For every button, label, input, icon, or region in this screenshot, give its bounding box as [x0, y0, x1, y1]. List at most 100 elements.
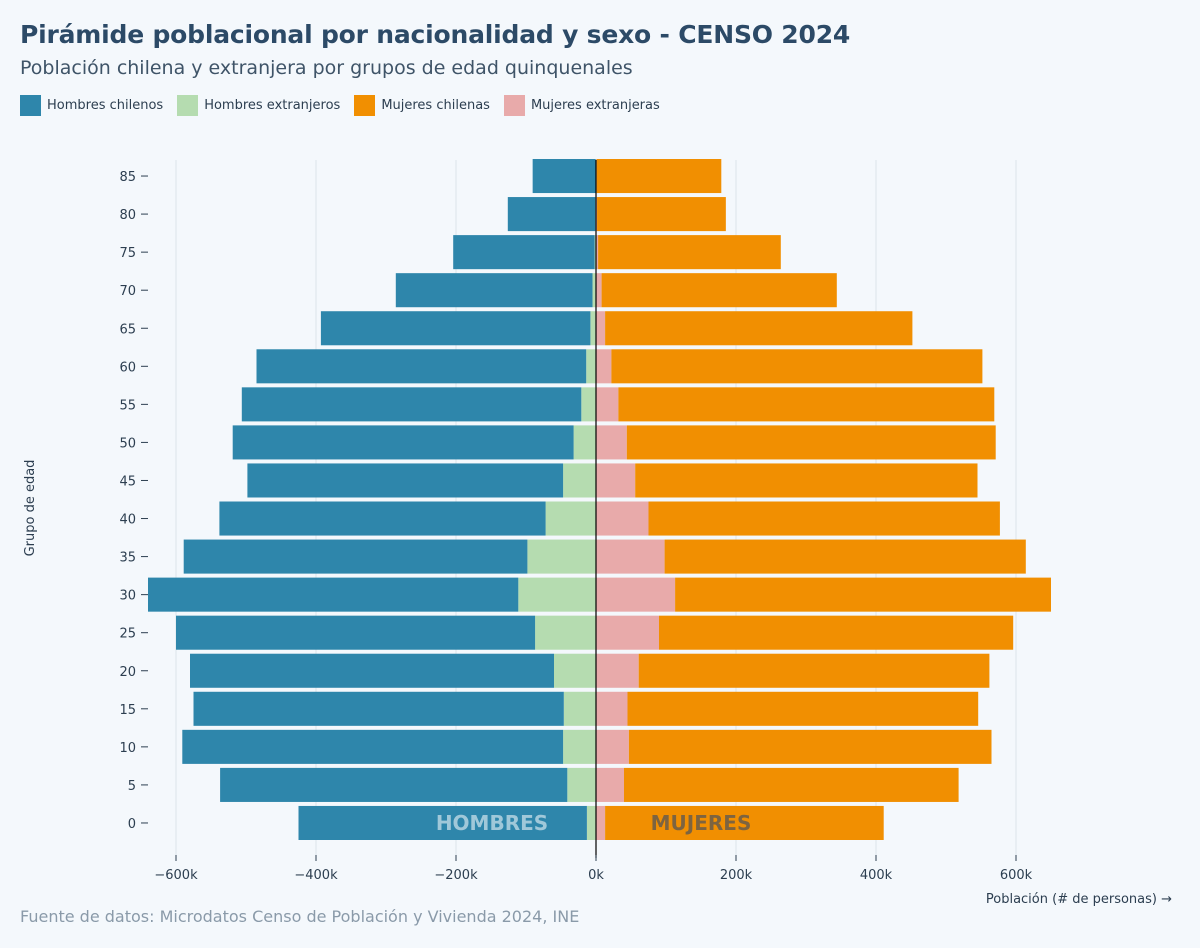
- bar-mujeres-extranjeras-30: [596, 577, 676, 612]
- bar-hombres-chilenos-70: [395, 273, 593, 308]
- bar-hombres-extranjeros-60: [586, 349, 596, 384]
- y-tick-label: 35: [119, 551, 136, 566]
- bar-mujeres-chilenas-70: [601, 273, 837, 308]
- bar-mujeres-chilenas-55: [618, 387, 995, 422]
- bar-mujeres-chilenas-60: [611, 349, 983, 384]
- bar-hombres-extranjeros-25: [535, 615, 596, 650]
- bar-mujeres-chilenas-0: [605, 805, 884, 840]
- bar-hombres-chilenos-85: [532, 159, 596, 194]
- legend-label: Mujeres extranjeras: [530, 98, 660, 113]
- bar-hombres-chilenos-20: [190, 653, 554, 688]
- bar-hombres-chilenos-0: [298, 805, 587, 840]
- bar-hombres-extranjeros-75: [594, 235, 596, 270]
- bar-mujeres-chilenas-30: [675, 577, 1051, 612]
- bar-mujeres-chilenas-80: [597, 197, 726, 232]
- y-tick-label: 60: [119, 360, 136, 375]
- bar-mujeres-chilenas-10: [628, 729, 992, 764]
- bar-hombres-chilenos-60: [256, 349, 587, 384]
- bar-mujeres-extranjeras-35: [596, 539, 665, 574]
- bar-hombres-extranjeros-10: [563, 729, 596, 764]
- y-tick-label: 20: [119, 665, 136, 680]
- bar-hombres-extranjeros-30: [518, 577, 596, 612]
- bar-mujeres-extranjeras-25: [596, 615, 659, 650]
- legend-item-hombres-extranjeros[interactable]: Hombres extranjeros: [177, 95, 340, 116]
- bar-mujeres-extranjeras-70: [596, 273, 602, 308]
- bar-hombres-extranjeros-50: [573, 425, 596, 460]
- bar-hombres-chilenos-25: [176, 615, 536, 650]
- bar-mujeres-extranjeras-15: [596, 691, 628, 726]
- x-tick-label: 600k: [1000, 868, 1033, 883]
- bar-mujeres-extranjeras-60: [596, 349, 612, 384]
- bar-hombres-chilenos-55: [241, 387, 582, 422]
- y-tick-label: 25: [119, 627, 136, 642]
- bar-mujeres-chilenas-45: [635, 463, 978, 498]
- bar-mujeres-chilenas-20: [638, 653, 990, 688]
- bar-mujeres-extranjeras-65: [596, 311, 606, 346]
- y-tick-label: 75: [119, 246, 136, 261]
- bar-mujeres-chilenas-85: [596, 159, 722, 194]
- y-tick-label: 30: [119, 589, 136, 604]
- bar-hombres-extranjeros-35: [527, 539, 596, 574]
- x-tick-label: 200k: [720, 868, 753, 883]
- legend-item-mujeres-extranjeras[interactable]: Mujeres extranjeras: [503, 95, 660, 116]
- bar-hombres-extranjeros-45: [563, 463, 596, 498]
- bar-mujeres-extranjeras-10: [596, 729, 629, 764]
- chart-subtitle: Población chilena y extranjera por grupo…: [20, 57, 633, 79]
- y-tick-label: 55: [119, 398, 136, 413]
- y-tick-label: 50: [119, 436, 136, 451]
- bar-hombres-chilenos-80: [507, 197, 596, 232]
- bar-mujeres-chilenas-25: [659, 615, 1014, 650]
- y-tick-label: 15: [119, 703, 136, 718]
- bar-hombres-chilenos-5: [220, 767, 568, 802]
- x-tick-label: 400k: [860, 868, 893, 883]
- legend-label: Hombres extranjeros: [204, 98, 341, 113]
- legend-item-mujeres-chilenas[interactable]: Mujeres chilenas: [354, 95, 490, 116]
- bar-mujeres-extranjeras-45: [596, 463, 636, 498]
- bar-hombres-chilenos-10: [182, 729, 564, 764]
- bar-mujeres-chilenas-65: [605, 311, 913, 346]
- bar-mujeres-chilenas-15: [627, 691, 979, 726]
- legend: Hombres chilenos Hombres extranjeros Muj…: [20, 95, 674, 116]
- bar-mujeres-chilenas-75: [598, 235, 781, 270]
- legend-label: Mujeres chilenas: [381, 98, 490, 113]
- bar-hombres-chilenos-75: [453, 235, 595, 270]
- bar-hombres-extranjeros-65: [590, 311, 596, 346]
- bar-hombres-extranjeros-20: [554, 653, 596, 688]
- y-tick-label: 85: [119, 170, 136, 185]
- x-axis-title: Población (# de personas) →: [986, 892, 1172, 907]
- data-source-note: Fuente de datos: Microdatos Censo de Pob…: [20, 907, 580, 926]
- bar-hombres-chilenos-35: [183, 539, 528, 574]
- chart-title: Pirámide poblacional por nacionalidad y …: [20, 20, 851, 49]
- bar-mujeres-extranjeras-40: [596, 501, 649, 536]
- bar-hombres-extranjeros-40: [545, 501, 596, 536]
- bar-hombres-chilenos-65: [320, 311, 591, 346]
- bar-mujeres-extranjeras-55: [596, 387, 619, 422]
- bar-mujeres-chilenas-5: [624, 767, 959, 802]
- legend-swatch: [354, 95, 376, 116]
- bar-hombres-extranjeros-0: [586, 805, 596, 840]
- bar-hombres-chilenos-40: [219, 501, 546, 536]
- annotation-mujeres: MUJERES: [651, 811, 752, 835]
- bar-hombres-chilenos-15: [193, 691, 564, 726]
- legend-swatch: [20, 95, 41, 116]
- y-tick-label: 45: [119, 474, 136, 489]
- y-tick-label: 40: [119, 513, 136, 528]
- x-tick-label: −200k: [434, 868, 478, 883]
- x-tick-label: −600k: [154, 868, 198, 883]
- bar-hombres-extranjeros-55: [581, 387, 596, 422]
- bar-mujeres-extranjeras-0: [596, 805, 606, 840]
- y-axis-title: Grupo de edad: [23, 460, 38, 557]
- y-tick-label: 65: [119, 322, 136, 337]
- y-tick-label: 5: [128, 779, 136, 794]
- bar-mujeres-chilenas-40: [648, 501, 1000, 536]
- bar-hombres-chilenos-45: [247, 463, 564, 498]
- bar-hombres-chilenos-30: [148, 577, 519, 612]
- y-tick-label: 0: [128, 817, 136, 832]
- y-tick-label: 10: [119, 741, 136, 756]
- y-tick-label: 80: [119, 208, 136, 223]
- x-tick-label: 0k: [588, 868, 604, 883]
- legend-item-hombres-chilenos[interactable]: Hombres chilenos: [20, 95, 163, 116]
- annotation-hombres: HOMBRES: [436, 811, 548, 835]
- bar-mujeres-extranjeras-50: [596, 425, 627, 460]
